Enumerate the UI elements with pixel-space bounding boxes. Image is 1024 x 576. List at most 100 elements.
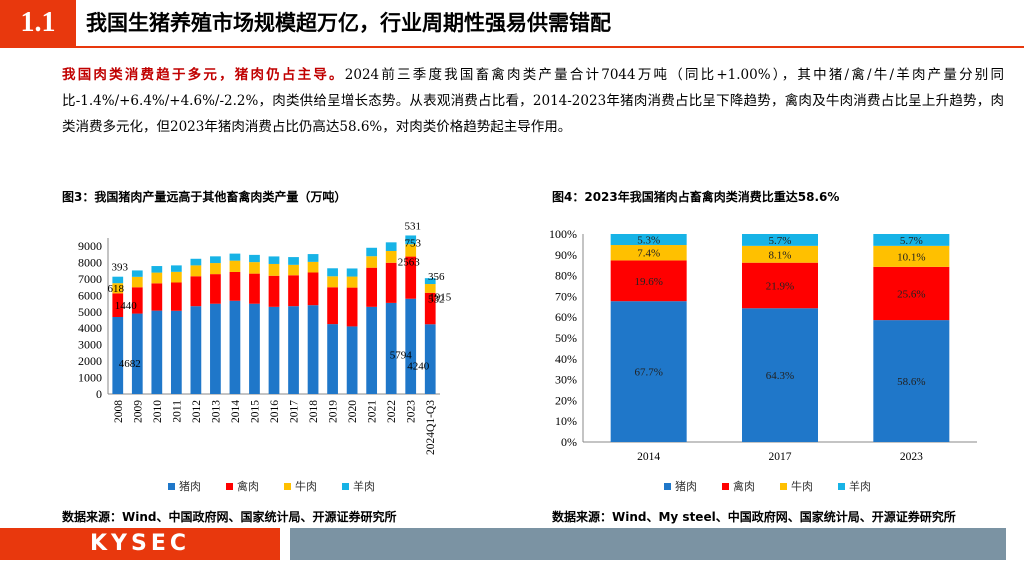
x-tick-label: 2024Q1-Q3 xyxy=(425,400,437,455)
x-tick-label: 2015 xyxy=(249,400,261,423)
data-label: 618 xyxy=(108,283,125,295)
bar-2022-牛肉 xyxy=(385,250,397,263)
data-label: 5794 xyxy=(390,350,413,362)
y-tick-label: 2000 xyxy=(78,354,102,368)
bar-2020-猪肉 xyxy=(346,326,358,394)
legend-label-0: 猪肉 xyxy=(179,480,201,493)
bar-2010-羊肉 xyxy=(151,266,163,273)
bar-2012-牛肉 xyxy=(190,265,202,277)
bar-2013-羊肉 xyxy=(210,256,221,264)
bar-2023-禽肉 xyxy=(405,256,417,299)
bar-2020-牛肉 xyxy=(346,276,358,288)
bar-2020-禽肉 xyxy=(346,287,358,327)
bar-2021-禽肉 xyxy=(366,267,378,307)
bar-2016-禽肉 xyxy=(268,275,280,307)
bar-2017-猪肉 xyxy=(288,306,299,394)
bar-2021-猪肉 xyxy=(366,306,378,394)
bar-2024Q1-Q3-禽肉 xyxy=(424,292,436,325)
bar-2010-牛肉 xyxy=(151,272,163,284)
bar-2023-羊肉 xyxy=(873,234,950,246)
fig3-title: 图3：我国猪肉产量远高于其他畜禽肉类产量（万吨） xyxy=(62,190,347,204)
legend-swatch-1 xyxy=(722,483,729,490)
bar-2024Q1-Q3-猪肉 xyxy=(424,324,436,394)
bar-2013-猪肉 xyxy=(210,303,221,394)
bar-2017-羊肉 xyxy=(742,234,818,246)
y-tick-label: 80% xyxy=(555,269,577,283)
y-tick-label: 6000 xyxy=(78,288,102,302)
data-label: 67.7% xyxy=(634,367,662,379)
footer-bar xyxy=(290,528,1006,560)
bar-2008-禽肉 xyxy=(112,293,124,318)
legend-swatch-2 xyxy=(780,483,787,490)
bar-2016-羊肉 xyxy=(268,256,280,264)
bar-2021-牛肉 xyxy=(366,256,378,268)
y-tick-label: 0% xyxy=(561,435,577,449)
bar-2011-猪肉 xyxy=(170,310,182,394)
legend-label-1: 禽肉 xyxy=(733,479,755,493)
x-tick-label: 2011 xyxy=(171,400,183,423)
bar-2014-羊肉 xyxy=(610,234,687,246)
bar-2013-禽肉 xyxy=(210,274,221,304)
bar-2014-羊肉 xyxy=(229,253,241,261)
bar-2018-羊肉 xyxy=(307,254,319,262)
legend-swatch-0 xyxy=(168,483,175,490)
bar-2019-禽肉 xyxy=(327,287,338,325)
x-tick-label: 2023 xyxy=(900,451,923,463)
data-label: 5.3% xyxy=(637,235,660,247)
bar-2014-禽肉 xyxy=(229,271,241,301)
bar-2015-猪肉 xyxy=(249,303,260,394)
data-label: 25.6% xyxy=(897,288,925,300)
data-label: 8.1% xyxy=(769,249,792,261)
bar-2014-牛肉 xyxy=(229,260,241,272)
bar-2009-羊肉 xyxy=(131,270,143,277)
intro-body: 2024前三季度我国畜禽肉类产量合计7044万吨（同比+1.00%），其中猪/禽… xyxy=(62,67,1005,135)
x-tick-label: 2013 xyxy=(210,400,222,423)
y-tick-label: 60% xyxy=(555,310,577,324)
y-tick-label: 3000 xyxy=(78,338,102,352)
data-label: 532 xyxy=(428,293,445,305)
fig3-source: 数据来源：Wind、中国政府网、国家统计局、开源证券研究所 xyxy=(62,510,397,524)
x-tick-label: 2023 xyxy=(406,400,418,423)
legend-label-3: 羊肉 xyxy=(353,479,375,493)
data-label: 4240 xyxy=(407,360,430,372)
data-label: 7.4% xyxy=(637,248,660,260)
bar-2024Q1-Q3-羊肉 xyxy=(424,278,436,285)
bar-2015-牛肉 xyxy=(249,262,260,274)
legend-swatch-3 xyxy=(838,483,845,490)
x-tick-label: 2021 xyxy=(367,400,379,423)
bar-2014-牛肉 xyxy=(610,245,687,261)
data-label: 1440 xyxy=(115,300,138,312)
data-label: 5.7% xyxy=(769,235,792,247)
bar-2014-猪肉 xyxy=(610,301,687,442)
production-stacked-bar-chart: 0 1000 2000 3000 4000 5000 6000 7000 8000 9000 200… xyxy=(78,220,452,493)
bar-2018-牛肉 xyxy=(307,261,319,273)
x-tick-label: 2010 xyxy=(152,400,164,423)
bar-2011-禽肉 xyxy=(170,282,182,311)
fig4-source: 数据来源：Wind、My steel、中国政府网、国家统计局、开源证券研究所 xyxy=(552,510,956,524)
section-number: 1.1 xyxy=(0,0,76,46)
bar-2024Q1-Q3-牛肉 xyxy=(424,284,436,293)
bar-2022-禽肉 xyxy=(385,262,397,303)
y-tick-label: 20% xyxy=(555,393,577,407)
page-title: 我国生猪养殖市场规模超万亿，行业周期性强易供需错配 xyxy=(86,11,611,35)
y-tick-label: 9000 xyxy=(78,239,102,253)
y-tick-label: 90% xyxy=(555,248,577,262)
bar-2014-猪肉 xyxy=(229,300,241,394)
x-tick-label: 2017 xyxy=(289,400,301,423)
bar-2023-禽肉 xyxy=(873,266,950,321)
data-label: 753 xyxy=(404,237,421,249)
bar-2008-牛肉 xyxy=(112,283,124,294)
bar-2016-猪肉 xyxy=(268,306,280,394)
x-tick-label: 2016 xyxy=(269,400,281,423)
bar-2009-牛肉 xyxy=(131,276,143,288)
bar-2017-羊肉 xyxy=(288,257,299,265)
legend-label-0: 猪肉 xyxy=(675,480,697,493)
y-tick-label: 70% xyxy=(555,289,577,303)
y-tick-label: 100% xyxy=(549,227,577,241)
x-tick-label: 2022 xyxy=(386,400,398,423)
bar-2013-牛肉 xyxy=(210,263,221,275)
data-label: 64.3% xyxy=(766,370,794,382)
intro-highlight: 我国肉类消费趋于多元，猪肉仍占主导。 xyxy=(62,67,345,83)
legend-swatch-3 xyxy=(342,483,349,490)
x-tick-label: 2017 xyxy=(769,451,792,463)
